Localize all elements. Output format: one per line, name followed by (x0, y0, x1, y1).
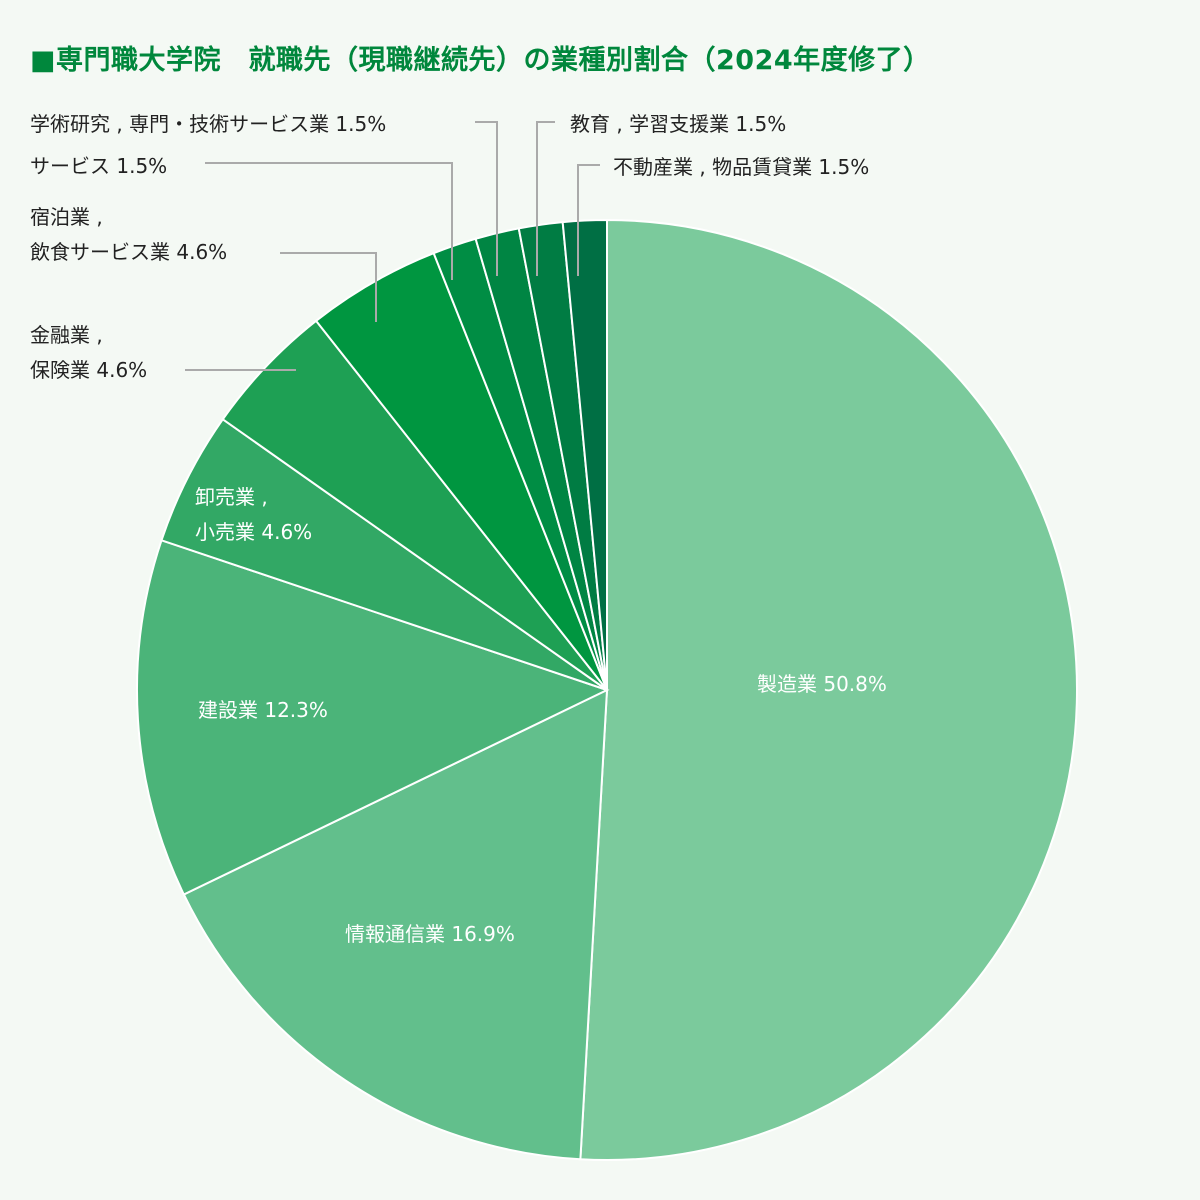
slice-label: 製造業 50.8% (757, 672, 887, 696)
chart-title: ■専門職大学院 就職先（現職継続先）の業種別割合（2024年度修了） (30, 45, 931, 76)
slice-label: 卸売業 , 小売業 4.6% (195, 485, 313, 544)
slice-label: 学術研究 , 専門・技術サービス業 1.5% (30, 112, 387, 136)
leader-line (475, 121, 498, 276)
pie-slice (579, 218, 1078, 1161)
slice-label: サービス 1.5% (30, 154, 168, 178)
pie-slice (561, 218, 608, 691)
leader-line (577, 164, 600, 276)
slice-label: 宿泊業 , 飲食サービス業 4.6% (30, 205, 228, 264)
slice-label: 情報通信業 16.9% (345, 922, 515, 946)
leader-line (536, 121, 555, 276)
slice-label: 金融業 , 保険業 4.6% (30, 323, 148, 382)
slice-label: 建設業 12.3% (198, 698, 328, 722)
slice-label: 教育 , 学習支援業 1.5% (570, 112, 787, 136)
slice-label: 不動産業 , 物品賃貸業 1.5% (613, 155, 870, 179)
leader-line (280, 252, 377, 322)
pie-slice (136, 539, 610, 896)
leader-line (205, 162, 453, 280)
pie-slice (182, 688, 609, 1161)
